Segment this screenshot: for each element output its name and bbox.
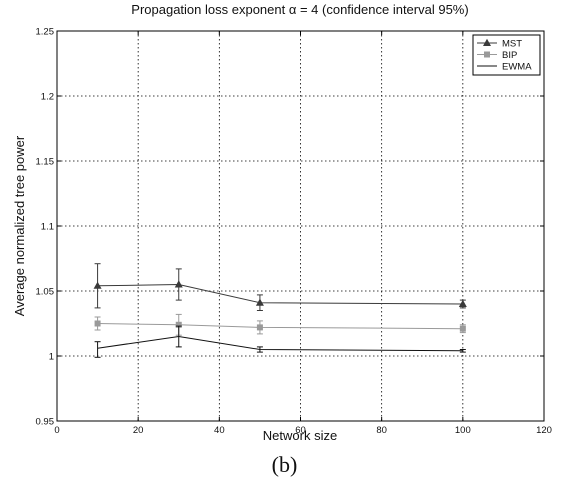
series-line bbox=[97, 335, 463, 352]
x-tick-label: 120 bbox=[536, 425, 552, 436]
series-mst bbox=[93, 263, 467, 311]
series-ewma bbox=[94, 325, 466, 358]
y-tick-label: 1.2 bbox=[41, 92, 54, 103]
x-tick-label: 80 bbox=[376, 425, 387, 436]
legend-label: EWMA bbox=[502, 62, 532, 73]
y-tick-label: 1 bbox=[49, 352, 54, 363]
series-marker-square bbox=[484, 51, 490, 58]
series-marker-square bbox=[459, 325, 466, 332]
series-marker-triangle bbox=[483, 38, 491, 46]
x-tick-label: 20 bbox=[133, 425, 144, 436]
y-tick-label: 0.95 bbox=[36, 417, 55, 428]
series-marker-triangle bbox=[174, 280, 183, 288]
figure-caption: (b) bbox=[271, 452, 298, 477]
series-line bbox=[97, 283, 463, 305]
legend-entry-mst: MST bbox=[477, 39, 522, 50]
grid bbox=[57, 31, 544, 421]
x-axis-label: Network size bbox=[263, 428, 337, 443]
x-tick-label: 0 bbox=[54, 425, 59, 436]
x-tick-label: 100 bbox=[455, 425, 471, 436]
legend-entry-bip: BIP bbox=[477, 50, 517, 61]
y-tick-label: 1.15 bbox=[36, 157, 55, 168]
series-bip bbox=[94, 313, 466, 336]
y-axis-label: Average normalized tree power bbox=[12, 135, 27, 316]
series-marker-triangle bbox=[458, 299, 467, 307]
legend-label: BIP bbox=[502, 50, 517, 61]
series-line bbox=[97, 323, 463, 330]
series-marker-square bbox=[94, 320, 101, 327]
y-tick-label: 1.05 bbox=[36, 287, 55, 298]
y-tick-label: 1.1 bbox=[41, 222, 54, 233]
series-marker-square bbox=[256, 324, 263, 331]
legend-entry-ewma: EWMA bbox=[477, 62, 532, 73]
legend-label: MST bbox=[502, 39, 522, 50]
x-tick-label: 40 bbox=[214, 425, 225, 436]
series-marker-square bbox=[175, 321, 182, 328]
x-tick-label: 60 bbox=[295, 425, 306, 436]
chart-title: Propagation loss exponent α = 4 (confide… bbox=[131, 2, 468, 17]
y-tick-label: 1.25 bbox=[36, 27, 55, 38]
series-marker-triangle bbox=[93, 281, 102, 289]
axis-ticks: 0 20 40 60 80 100 120 0.95 1 1.05 1.1 1.15 1.2 1.25 bbox=[36, 27, 552, 437]
series-group bbox=[93, 263, 467, 358]
series-marker-triangle bbox=[255, 298, 264, 306]
